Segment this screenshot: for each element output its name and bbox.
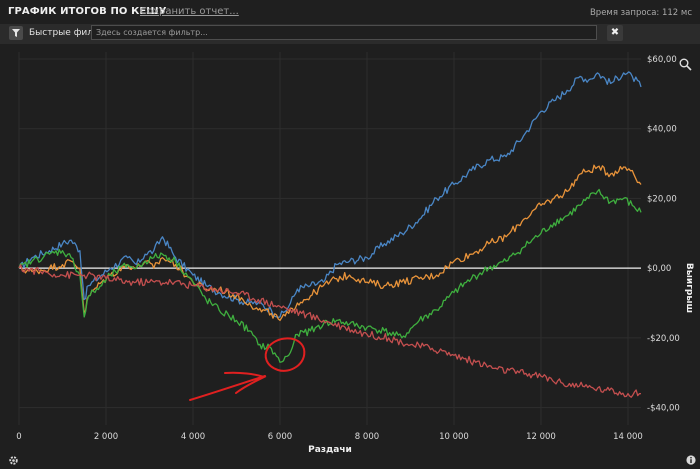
x-tick-label: 0 (16, 432, 21, 442)
chart-series (18, 71, 642, 398)
gear-icon[interactable] (8, 455, 19, 466)
magnifier-icon[interactable] (679, 58, 692, 71)
series-line-3 (18, 188, 642, 363)
quick-filters-label: Быстрые фильт (29, 28, 104, 38)
y-tick-label: $0,00 (647, 264, 671, 274)
hand-drawn-annotation (189, 337, 306, 401)
save-report-link[interactable]: Сохранить отчет... (140, 6, 239, 17)
page-title: ГРАФИК ИТОГОВ ПО КЕШУ (8, 6, 167, 17)
y-axis-ticks: -$40,00 -$20,00 $0,00 $20,00 $40,00 $60,00 (647, 55, 680, 414)
x-tick-label: 6 000 (268, 432, 292, 442)
x-tick-label: 8 000 (355, 432, 379, 442)
filter-toggle-button[interactable] (9, 26, 23, 40)
x-axis-title: Раздачи (308, 445, 352, 455)
x-axis-ticks: 0 2 000 4 000 6 000 8 000 10 000 12 000 14 000 (16, 432, 643, 442)
series-line-4 (18, 264, 642, 398)
filter-input[interactable] (91, 25, 597, 40)
query-time-label: Время запроса: 112 мс (589, 8, 692, 18)
funnel-icon (12, 29, 20, 37)
series-line-1 (18, 71, 642, 319)
info-icon[interactable] (686, 455, 696, 465)
y-tick-label: $40,00 (647, 125, 677, 135)
y-tick-label: -$40,00 (647, 404, 680, 414)
y-tick-label: $20,00 (647, 194, 677, 204)
y-tick-label: $60,00 (647, 55, 677, 65)
x-tick-label: 10 000 (439, 432, 469, 442)
report-header: ГРАФИК ИТОГОВ ПО КЕШУ Сохранить отчет...… (0, 0, 700, 24)
y-tick-label: -$20,00 (647, 334, 680, 344)
y-axis-title: Выигрыш (684, 263, 694, 313)
x-tick-label: 12 000 (526, 432, 556, 442)
x-tick-label: 14 000 (613, 432, 643, 442)
x-tick-label: 2 000 (94, 432, 118, 442)
x-tick-label: 4 000 (181, 432, 205, 442)
series-line-2 (18, 164, 642, 322)
clear-filter-button[interactable]: ✖ (607, 25, 623, 41)
